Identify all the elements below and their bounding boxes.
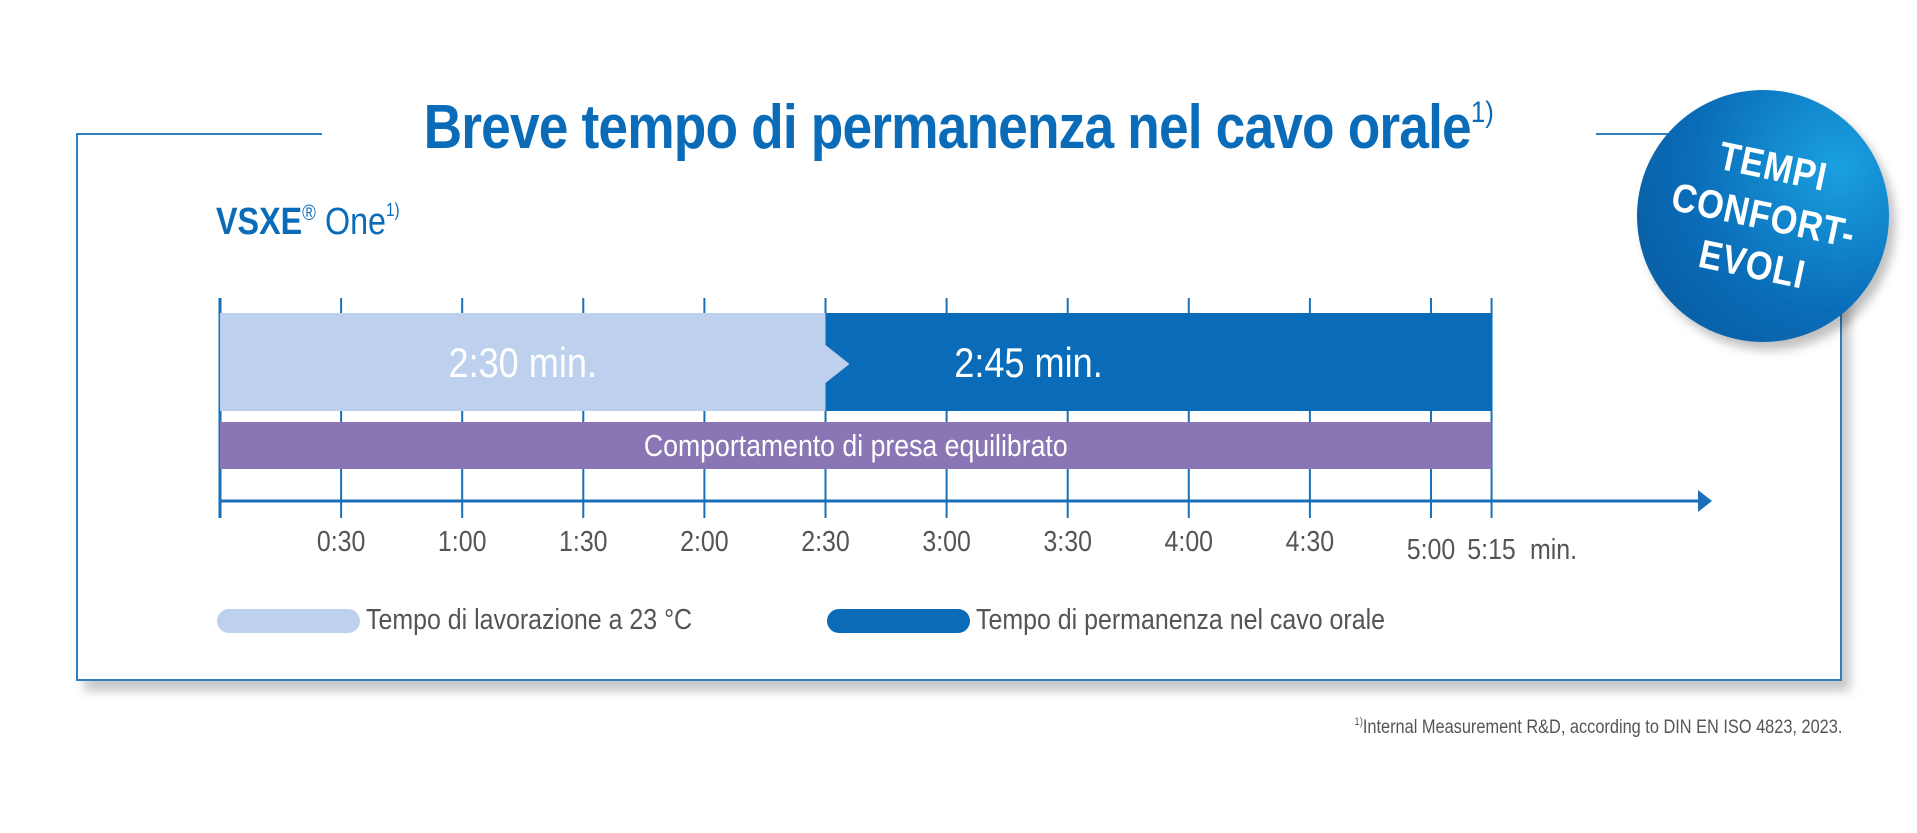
legend-label-mouth-time: Tempo di permanenza nel cavo orale (976, 604, 1385, 636)
page-title: Breve tempo di permanenza nel cavo orale… (134, 92, 1783, 163)
segment-label-1: 2:45 min. (954, 341, 1103, 387)
x-axis-arrowhead (1698, 490, 1712, 512)
footnote-text: Internal Measurement R&D, according to D… (1362, 717, 1842, 738)
legend-swatch-mouth-time (827, 608, 970, 633)
legend-item-mouth-time: Tempo di permanenza nel cavo orale (827, 604, 1452, 637)
tick-label-7: 4:00 (1165, 525, 1214, 557)
product-name-light: One (315, 201, 386, 243)
tick-label-0: 0:30 (317, 525, 366, 557)
title-text: Breve tempo di permanenza nel cavo orale (423, 93, 1472, 162)
tick-label-6: 3:30 (1043, 525, 1092, 557)
legend-item-working-time: Tempo di lavorazione a 23 °C (217, 604, 745, 637)
tick-label-4: 2:30 (801, 525, 850, 557)
legend-swatch-working-time (217, 608, 360, 633)
segment-boundary-arrow (825, 345, 850, 383)
legend-label-working-time: Tempo di lavorazione a 23 °C (366, 604, 693, 636)
product-superscript: 1) (386, 200, 400, 220)
segment-bar-0 (220, 313, 826, 411)
product-name: VSXE® One1) (216, 200, 400, 244)
tick-label-8: 4:30 (1286, 525, 1335, 557)
tick-label-2: 1:30 (559, 525, 608, 557)
tick-label-9: 5:00 (1407, 533, 1456, 565)
registered-mark: ® (302, 200, 316, 225)
footnote: 1)Internal Measurement R&D, according to… (1354, 716, 1842, 739)
title-mask (322, 96, 1596, 176)
tick-label-1: 1:00 (438, 525, 487, 557)
tick-label-5: 3:00 (922, 525, 971, 557)
x-axis-unit-label: min. (1530, 533, 1577, 565)
title-superscript: 1) (1470, 96, 1494, 129)
band-label-0: Comportamento di presa equilibrato (644, 429, 1068, 463)
band-bar-0 (220, 422, 1492, 469)
segment-bar-1 (825, 313, 1492, 411)
segment-label-0: 2:30 min. (448, 341, 597, 387)
footnote-superscript: 1) (1354, 716, 1363, 728)
badge: TEMPI CONFORT- EVOLI (1637, 90, 1889, 342)
tick-label-10: 5:15 (1467, 533, 1516, 565)
tick-label-3: 2:00 (680, 525, 729, 557)
product-name-bold: VSXE (216, 201, 303, 243)
